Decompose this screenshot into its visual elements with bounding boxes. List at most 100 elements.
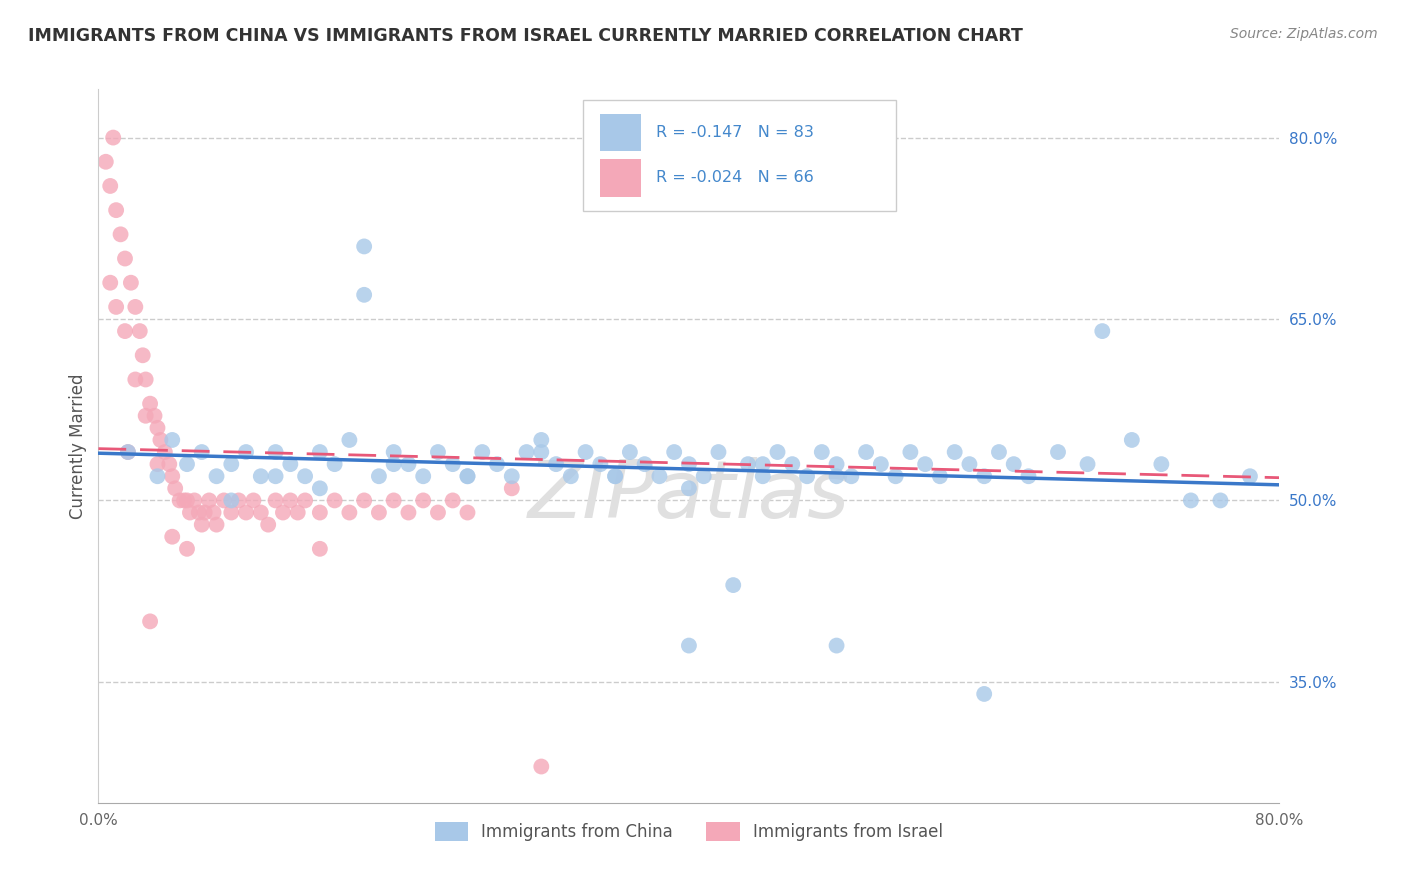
Point (294, 493, 316, 508)
Point (120, 276, 142, 290)
Point (323, 493, 346, 508)
Point (250, 506, 273, 520)
Point (105, 300, 128, 314)
Point (135, 372, 157, 386)
Point (530, 445, 553, 459)
Point (1239, 469, 1261, 483)
Point (825, 469, 848, 483)
Point (194, 506, 217, 520)
Point (825, 639, 848, 653)
Point (264, 493, 287, 508)
Point (678, 481, 700, 495)
Point (110, 227, 132, 242)
Point (221, 493, 243, 508)
Point (132, 348, 155, 362)
Point (117, 445, 139, 459)
Point (103, 130, 125, 145)
Point (250, 469, 273, 483)
Point (202, 506, 225, 520)
Point (605, 469, 627, 483)
Point (398, 506, 420, 520)
Point (530, 433, 553, 447)
Point (257, 517, 280, 532)
Point (146, 457, 169, 471)
Point (287, 506, 309, 520)
Point (143, 409, 166, 423)
Point (176, 457, 198, 471)
Point (309, 481, 332, 495)
Point (1018, 469, 1040, 483)
Point (176, 541, 198, 556)
Point (589, 457, 612, 471)
Legend: Immigrants from China, Immigrants from Israel: Immigrants from China, Immigrants from I… (427, 815, 950, 848)
Point (221, 506, 243, 520)
Point (162, 433, 183, 447)
Point (678, 639, 700, 653)
Point (294, 469, 316, 483)
Point (634, 457, 657, 471)
Point (959, 457, 981, 471)
Point (678, 457, 700, 471)
Point (264, 445, 287, 459)
Point (117, 445, 139, 459)
Point (353, 288, 375, 302)
Point (516, 445, 538, 459)
FancyBboxPatch shape (582, 100, 896, 211)
Point (412, 469, 434, 483)
Point (943, 445, 966, 459)
Point (914, 457, 936, 471)
Point (427, 506, 450, 520)
Point (782, 457, 804, 471)
Point (135, 409, 157, 423)
Point (271, 506, 294, 520)
Point (693, 469, 716, 483)
Point (752, 469, 775, 483)
Point (855, 445, 877, 459)
Point (149, 433, 172, 447)
Point (176, 493, 198, 508)
Point (323, 457, 346, 471)
Point (198, 493, 221, 508)
Point (560, 469, 582, 483)
Point (124, 300, 146, 314)
Point (796, 469, 818, 483)
Point (427, 445, 450, 459)
Point (128, 324, 150, 338)
Point (1002, 457, 1025, 471)
Point (242, 493, 264, 508)
Text: R = -0.024   N = 66: R = -0.024 N = 66 (655, 170, 814, 186)
Point (884, 469, 907, 483)
Point (441, 493, 464, 508)
Point (457, 506, 479, 520)
Point (737, 457, 759, 471)
Text: IMMIGRANTS FROM CHINA VS IMMIGRANTS FROM ISRAEL CURRENTLY MARRIED CORRELATION CH: IMMIGRANTS FROM CHINA VS IMMIGRANTS FROM… (28, 27, 1024, 45)
Point (723, 578, 745, 592)
Point (988, 445, 1011, 459)
Point (619, 445, 641, 459)
Point (382, 457, 405, 471)
Point (191, 445, 214, 459)
Point (530, 759, 553, 773)
Point (339, 433, 361, 447)
Point (1121, 433, 1143, 447)
Point (146, 421, 169, 435)
Point (309, 445, 332, 459)
Text: ZIPatlas: ZIPatlas (527, 457, 851, 535)
Point (235, 506, 257, 520)
Point (114, 252, 136, 266)
Point (162, 530, 183, 544)
Point (1091, 324, 1114, 338)
Point (486, 457, 509, 471)
Point (353, 493, 375, 508)
Point (309, 541, 332, 556)
Point (648, 469, 671, 483)
Point (973, 687, 995, 701)
Text: R = -0.147   N = 83: R = -0.147 N = 83 (655, 125, 814, 140)
FancyBboxPatch shape (600, 160, 641, 196)
Point (457, 469, 479, 483)
Point (212, 493, 235, 508)
Point (157, 457, 180, 471)
Point (169, 493, 191, 508)
Point (810, 445, 832, 459)
Point (546, 457, 568, 471)
